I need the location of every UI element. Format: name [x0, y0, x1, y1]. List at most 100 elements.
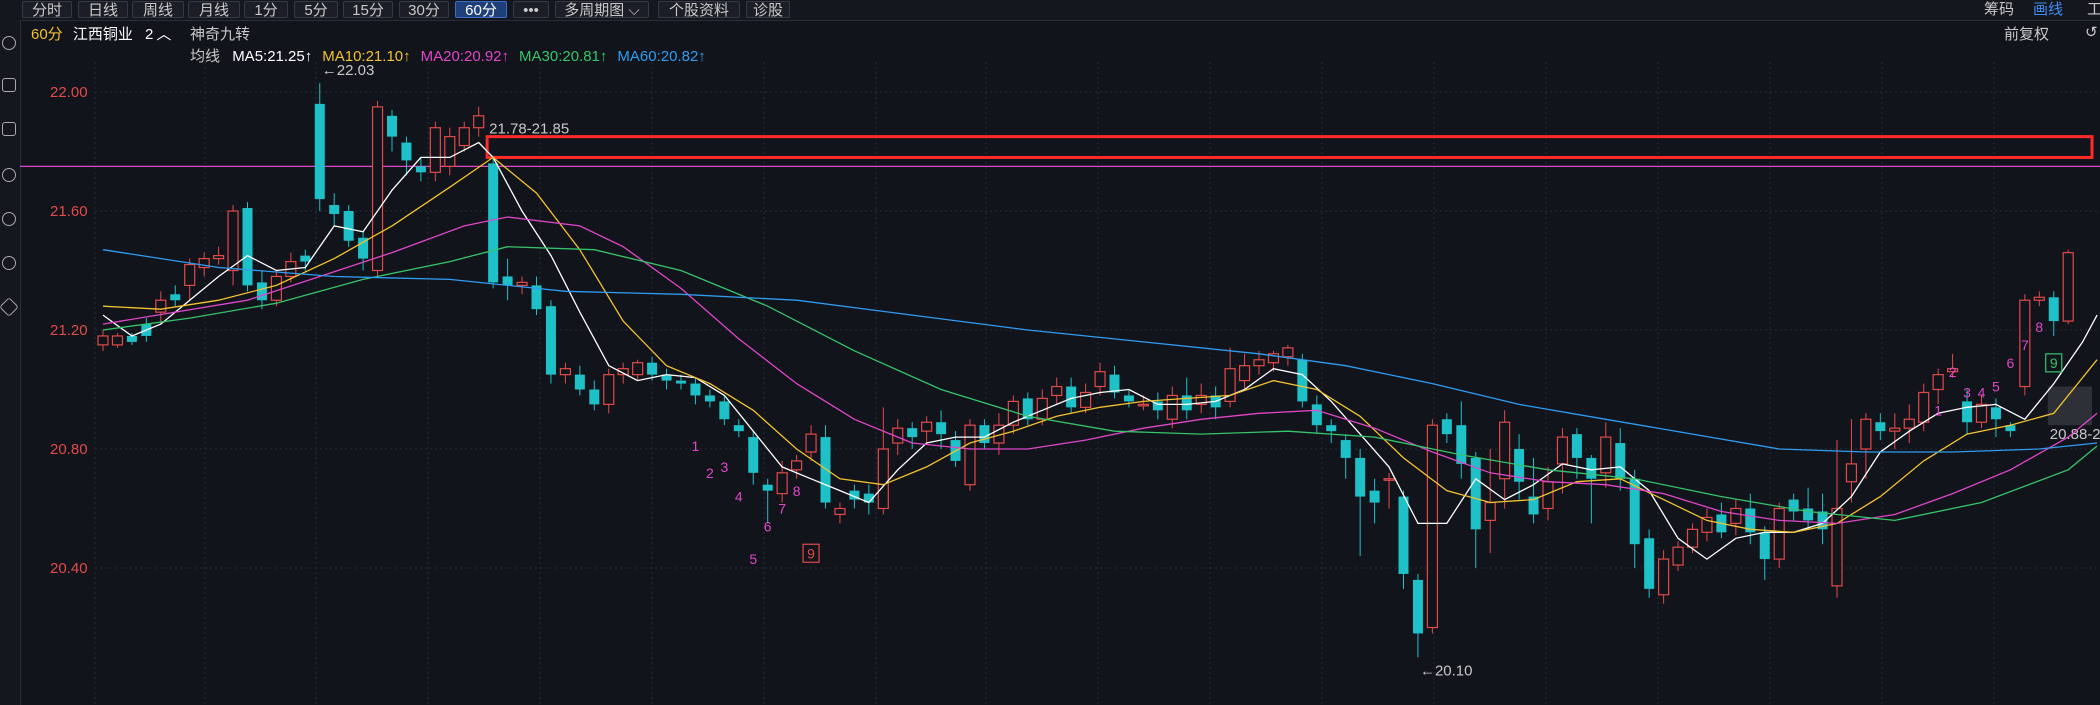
- candle-body-114: [1745, 508, 1756, 533]
- nine-turn-count-13: 5: [1992, 379, 2000, 395]
- candle-body-136: [2062, 252, 2074, 322]
- candle-body-122: [1860, 418, 1872, 450]
- tab-11[interactable]: 个股资料: [658, 1, 740, 19]
- candle-body-21: [401, 142, 412, 161]
- nine-turn-count-14: 6: [2007, 355, 2015, 371]
- candle-body-38: [647, 362, 658, 375]
- candle-body-119: [1817, 511, 1828, 530]
- candle-body-68: [1079, 391, 1092, 408]
- candle-body-53: [863, 493, 874, 503]
- candle-body-105: [1615, 443, 1626, 479]
- candle-body-78: [1224, 368, 1236, 402]
- tab-6[interactable]: 15分: [343, 1, 393, 19]
- tab-3[interactable]: 月线: [188, 1, 240, 19]
- tab-12[interactable]: 诊股: [746, 1, 790, 19]
- candle-body-111: [1701, 516, 1713, 533]
- candle-body-61: [979, 425, 990, 444]
- toolbar-right-1[interactable]: 画线: [2033, 1, 2064, 18]
- candle-body-79: [1238, 365, 1251, 382]
- toolbar-right-2[interactable]: 工: [2087, 1, 2100, 18]
- nine-turn-count-17: 9: [2050, 355, 2058, 371]
- candle-body-25: [458, 127, 470, 147]
- chat-icon[interactable]: [2, 212, 16, 226]
- ma-line-ma10: [102, 156, 2098, 533]
- y-tick-label-2: 21.20: [50, 322, 88, 339]
- candle-body-82: [1282, 347, 1294, 358]
- candle-body-131: [1990, 407, 2001, 420]
- nine-turn-count-12: 4: [1978, 385, 1986, 401]
- candle-body-17: [343, 211, 354, 241]
- candle-body-4: [155, 299, 167, 313]
- restore-rights-label[interactable]: 前复权: [2004, 26, 2050, 43]
- candle-body-134: [2033, 296, 2045, 301]
- tab-4[interactable]: 1分: [244, 1, 288, 19]
- ma-legend-item-0: MA5:21.25↑: [232, 48, 313, 65]
- candle-body-76: [1195, 394, 1207, 405]
- clock-icon[interactable]: [2, 168, 16, 182]
- monitor-icon[interactable]: [2, 78, 16, 92]
- resistance-zone-0: [485, 135, 2094, 159]
- nine-turn-count-8: 9: [807, 545, 815, 561]
- candle-body-67: [1066, 386, 1077, 408]
- candle-body-132: [2005, 425, 2016, 432]
- candle-body-5: [170, 294, 181, 301]
- candle-body-92: [1426, 424, 1439, 629]
- tab-7[interactable]: 30分: [399, 1, 449, 19]
- candle-body-106: [1629, 478, 1640, 545]
- candle-body-60: [964, 424, 976, 486]
- candle-body-43: [719, 401, 730, 420]
- candle-body-113: [1730, 507, 1742, 524]
- tab-1[interactable]: 日线: [78, 1, 128, 19]
- nine-turn-count-16: 8: [2035, 319, 2043, 335]
- candle-body-10: [242, 208, 253, 286]
- candle-body-29: [516, 281, 528, 286]
- tab-0[interactable]: 分时: [22, 1, 72, 19]
- candle-body-87: [1355, 457, 1366, 497]
- candle-body-32: [559, 368, 572, 376]
- nine-turn-count-1: 2: [706, 465, 714, 481]
- candle-body-75: [1181, 395, 1192, 411]
- extreme-label-1: ←20.10: [1420, 662, 1473, 679]
- candle-body-2: [126, 335, 137, 342]
- candle-body-126: [1918, 391, 1930, 423]
- candle-body-107: [1644, 538, 1655, 589]
- tab-5[interactable]: 5分: [294, 1, 338, 19]
- ma-line-ma60: [102, 249, 2098, 453]
- tab-8[interactable]: 60分: [455, 1, 507, 19]
- candle-body-101: [1556, 436, 1569, 465]
- stock-name[interactable]: 江西铜业: [72, 26, 133, 43]
- question-icon[interactable]: [2, 256, 16, 270]
- candle-body-90: [1398, 496, 1409, 574]
- nine-turn-count-10: 2: [1949, 364, 1957, 380]
- back-icon[interactable]: [2, 36, 16, 50]
- candle-body-1: [111, 335, 124, 346]
- candle-body-11: [256, 282, 267, 301]
- nine-turn-count-6: 7: [778, 501, 786, 517]
- nine-turn-count-15: 7: [2021, 337, 2029, 353]
- candle-body-22: [415, 166, 426, 173]
- candle-body-46: [762, 484, 773, 491]
- refresh-icon[interactable]: ↺: [2085, 24, 2098, 41]
- candle-body-70: [1109, 374, 1120, 393]
- nine-turn-box-8: [802, 543, 820, 563]
- tab-9[interactable]: •••: [513, 1, 549, 19]
- indicator-name: 神奇九转: [190, 26, 251, 43]
- candle-body-16: [329, 205, 340, 214]
- left-tool-sidebar: [0, 20, 21, 705]
- document-icon[interactable]: [2, 122, 16, 136]
- chevron-up-icon[interactable]: ︿: [156, 26, 172, 43]
- candle-body-103: [1586, 457, 1597, 479]
- candle-body-23: [429, 127, 441, 173]
- candle-body-118: [1803, 508, 1814, 521]
- nine-turn-count-5: 6: [764, 518, 772, 534]
- candle-body-54: [877, 448, 889, 510]
- y-tick-label-4: 20.40: [50, 560, 88, 577]
- tab-2[interactable]: 周线: [132, 1, 184, 19]
- candle-body-95: [1470, 457, 1481, 530]
- candle-body-96: [1484, 501, 1496, 521]
- toolbar-right-0[interactable]: 筹码: [1984, 1, 2015, 18]
- tab-10[interactable]: 多周期图 ⌵: [555, 1, 649, 19]
- ma-legend-label: 均线: [190, 48, 221, 65]
- count-label[interactable]: 2: [145, 26, 154, 43]
